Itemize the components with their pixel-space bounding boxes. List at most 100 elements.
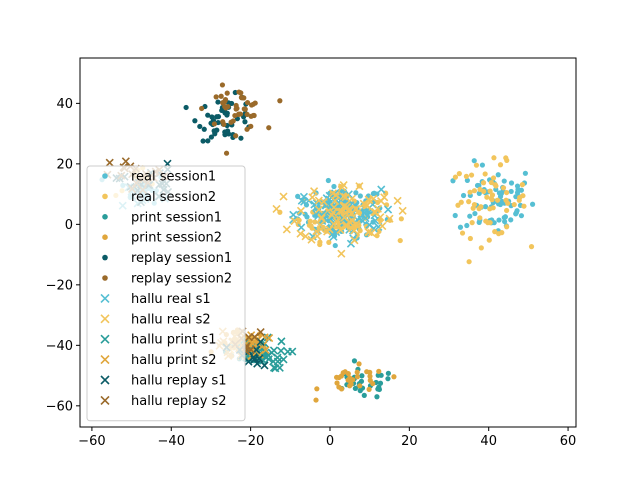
legend-label: hallu replay s1 (131, 374, 227, 389)
data-point (503, 189, 510, 196)
x-tick-label: 40 (480, 434, 497, 449)
data-point (385, 214, 394, 223)
data-point (251, 112, 257, 119)
data-point (397, 237, 403, 244)
data-point (332, 242, 338, 249)
data-point (223, 150, 230, 156)
data-point (226, 131, 232, 137)
data-point (364, 228, 373, 237)
data-point (244, 111, 250, 118)
data-point (376, 228, 382, 235)
data-point (487, 188, 493, 194)
legend-marker (100, 355, 110, 365)
data-point (328, 208, 338, 217)
data-point (478, 204, 484, 210)
data-point (199, 105, 205, 112)
data-point (504, 207, 510, 214)
data-point (486, 237, 492, 243)
data-point (275, 363, 284, 372)
legend-label: print session1 (131, 210, 222, 225)
data-point (337, 249, 346, 258)
y-tick-label: 40 (56, 97, 73, 112)
data-point (342, 221, 351, 231)
data-point (518, 213, 525, 219)
data-point (479, 162, 486, 168)
data-point (219, 82, 226, 88)
data-point (341, 193, 350, 202)
data-point (495, 172, 501, 178)
data-point (214, 127, 220, 133)
data-point (272, 204, 281, 213)
data-point (276, 346, 286, 355)
data-point (200, 138, 206, 144)
data-point (317, 214, 326, 223)
data-point (501, 178, 507, 184)
legend-marker (100, 375, 110, 385)
data-point (354, 374, 361, 380)
legend-marker (102, 173, 108, 179)
data-point (514, 190, 521, 196)
data-point (250, 354, 259, 363)
data-point (328, 189, 337, 198)
data-point (376, 368, 382, 374)
data-point (464, 222, 470, 229)
data-point (356, 361, 362, 367)
data-point (313, 397, 319, 403)
y-tick-label: −40 (46, 339, 73, 354)
series-5 (199, 82, 283, 156)
data-point (248, 339, 257, 348)
data-point (230, 118, 236, 124)
data-point (273, 357, 282, 366)
legend-marker (102, 214, 108, 220)
data-point (222, 129, 228, 135)
data-point (290, 216, 299, 226)
legend-marker (102, 275, 108, 281)
data-point (224, 90, 230, 96)
data-point (332, 228, 341, 237)
data-point (471, 188, 478, 194)
data-point (316, 221, 325, 230)
x-tick-label: 60 (560, 434, 577, 449)
data-point (339, 180, 348, 190)
data-point (521, 203, 527, 209)
data-point (488, 179, 494, 186)
data-point (219, 107, 225, 114)
data-point (279, 192, 288, 201)
legend-label: hallu print s1 (131, 333, 217, 348)
data-point (352, 221, 361, 230)
data-point (378, 372, 384, 378)
data-point (208, 134, 215, 140)
data-point (491, 155, 497, 161)
data-point (463, 173, 470, 179)
data-point (197, 123, 203, 130)
data-point (336, 384, 342, 390)
data-point (325, 177, 331, 184)
data-point (213, 94, 219, 100)
data-point (458, 199, 464, 205)
data-point (470, 205, 476, 211)
data-point (476, 219, 482, 225)
data-point (307, 218, 313, 224)
data-point (484, 194, 490, 200)
data-point (357, 383, 363, 389)
data-point (333, 217, 342, 226)
data-point (312, 219, 318, 225)
x-tick-label: −40 (158, 434, 185, 449)
data-point (398, 206, 407, 215)
data-point (331, 183, 337, 190)
data-point (384, 205, 393, 214)
y-tick-label: 20 (56, 157, 73, 172)
legend-marker (102, 234, 108, 240)
data-point (496, 231, 502, 237)
data-point (350, 236, 359, 245)
legend-label: hallu real s1 (131, 292, 211, 307)
legend-marker (100, 314, 110, 324)
data-point (371, 190, 377, 196)
data-point (385, 376, 391, 382)
data-point (326, 239, 332, 245)
data-point (300, 197, 309, 206)
data-point (467, 235, 473, 242)
data-point (477, 215, 483, 221)
data-point (357, 193, 363, 199)
